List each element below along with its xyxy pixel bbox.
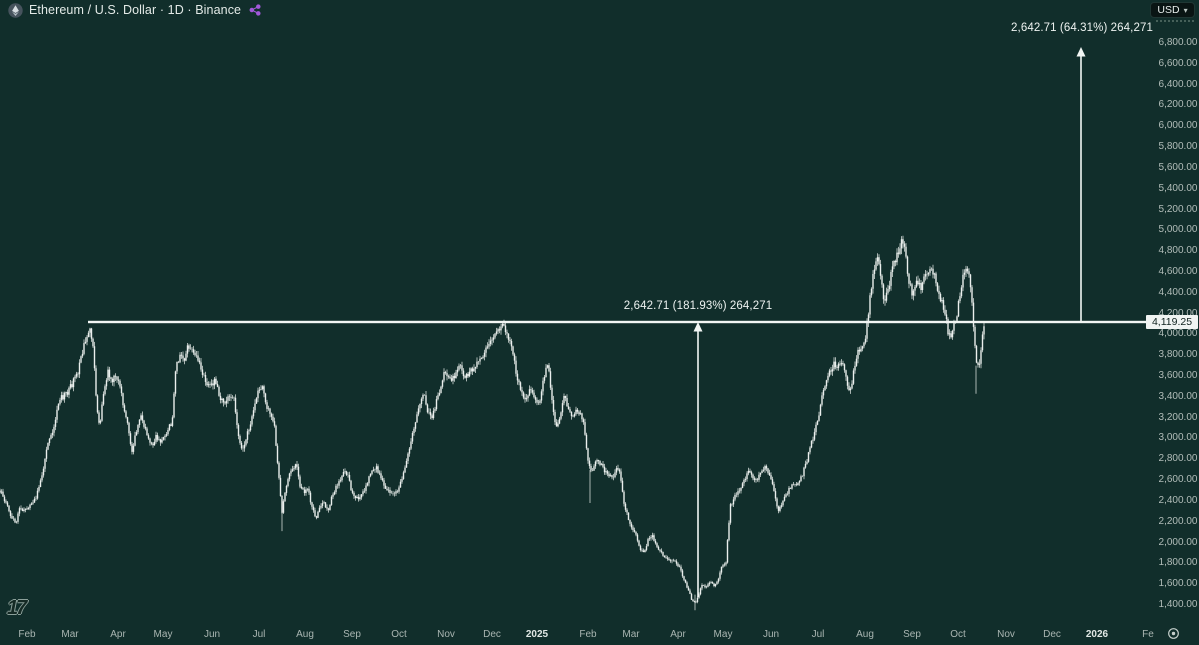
time-tick-label: Oct [950, 629, 966, 640]
time-tick-label: Aug [856, 629, 874, 640]
ethereum-logo-icon [8, 2, 23, 18]
price-tick-label: 3,800.00 [1158, 349, 1198, 361]
time-tick-label: Aug [296, 629, 314, 640]
time-tick-label: Mar [61, 629, 79, 640]
time-tick-label: Nov [437, 629, 455, 640]
current-price-label: 4,119.25 [1146, 314, 1198, 329]
price-axis[interactable]: 6,800.00 6,600.00 6,400.00 6,200.00 6,000.00… [1157, 0, 1199, 625]
time-tick-label: May [713, 629, 733, 640]
price-tick-label: 5,200.00 [1158, 203, 1198, 215]
time-axis[interactable]: Feb Mar Apr May Jun Jul Aug Sep Oct Nov Dec 2025 Feb… [0, 625, 1199, 645]
time-tick-label: 2026 [1085, 629, 1109, 640]
price-tick-label: 5,800.00 [1158, 141, 1198, 153]
time-tick-label: Dec [1043, 629, 1061, 640]
price-tick-label: 6,200.00 [1158, 99, 1198, 111]
price-tick-label: 1,800.00 [1158, 557, 1198, 569]
price-tick-label: 3,600.00 [1158, 370, 1198, 382]
time-tick-label: Jul [811, 629, 825, 640]
price-tick-label: 2,600.00 [1158, 474, 1198, 486]
candles [281, 365, 977, 611]
price-tick-label: 6,600.00 [1158, 57, 1198, 69]
candles [0, 239, 985, 603]
horizontal-ray-line[interactable] [88, 320, 1157, 324]
price-tick-label: 6,400.00 [1158, 78, 1198, 90]
time-tick-label: Apr [110, 629, 126, 640]
measure-annotation-2[interactable]: 2,642.71 (64.31%) 264,271 [1011, 21, 1153, 34]
price-tick-label: 3,200.00 [1158, 411, 1198, 423]
currency-label: USD [1157, 3, 1180, 16]
price-tick-label: 6,000.00 [1158, 120, 1198, 132]
share-icon[interactable] [249, 4, 261, 16]
time-tick-label: Sep [343, 629, 361, 640]
price-tick-label: 2,400.00 [1158, 494, 1198, 506]
price-tick-label: 4,200.00 [1158, 307, 1198, 319]
target-icon[interactable] [1167, 627, 1180, 640]
price-tick-label: 4,800.00 [1158, 245, 1198, 257]
time-tick-label: Feb [18, 629, 36, 640]
symbol-title[interactable]: Ethereum / U.S. Dollar · 1D · Binance [29, 3, 242, 17]
time-tick-label: Apr [670, 629, 686, 640]
symbol-header: Ethereum / U.S. Dollar · 1D · Binance [8, 2, 261, 18]
tradingview-logo: 17 [7, 597, 27, 619]
candlestick-chart[interactable] [0, 0, 1157, 625]
axis-dotted-separator [1156, 20, 1194, 22]
time-tick-label: Jun [203, 629, 221, 640]
currency-dropdown[interactable]: USD ▾ [1150, 2, 1195, 18]
time-tick-label: Nov [997, 629, 1015, 640]
time-tick-label: Jun [762, 629, 780, 640]
price-tick-label: 4,400.00 [1158, 286, 1198, 298]
chevron-down-icon: ▾ [1183, 5, 1188, 15]
time-tick-label: 2025 [525, 629, 549, 640]
price-tick-label: 4,000.00 [1158, 328, 1198, 340]
price-tick-label: 1,600.00 [1158, 578, 1198, 590]
price-tick-label: 1,400.00 [1158, 598, 1198, 610]
time-tick-label: Mar [622, 629, 640, 640]
candles [0, 235, 985, 604]
time-tick-label: Oct [391, 629, 407, 640]
price-tick-label: 5,400.00 [1158, 182, 1198, 194]
time-tick-label: Jul [252, 629, 266, 640]
price-tick-label: 5,600.00 [1158, 161, 1198, 173]
price-tick-label: 6,800.00 [1158, 37, 1198, 48]
time-tick-label: Dec [483, 629, 501, 640]
target-icon-glyph [1168, 628, 1179, 639]
price-tick-label: 2,200.00 [1158, 515, 1198, 527]
price-tick-label: 2,800.00 [1158, 453, 1198, 465]
measure-arrow-2-arrowhead [1076, 47, 1086, 57]
time-tick-label: Sep [903, 629, 921, 640]
time-tick-label: May [153, 629, 173, 640]
price-tick-label: 3,400.00 [1158, 390, 1198, 402]
price-tick-label: 5,000.00 [1158, 224, 1198, 236]
price-tick-label: 3,000.00 [1158, 432, 1198, 444]
price-tick-label: 4,600.00 [1158, 265, 1198, 277]
time-tick-label: Fe [1142, 629, 1154, 640]
time-tick-label: Feb [579, 629, 597, 640]
measure-annotation-1[interactable]: 2,642.71 (181.93%) 264,271 [623, 299, 773, 312]
measure-arrow-1-arrowhead [693, 322, 703, 332]
price-tick-label: 2,000.00 [1158, 536, 1198, 548]
